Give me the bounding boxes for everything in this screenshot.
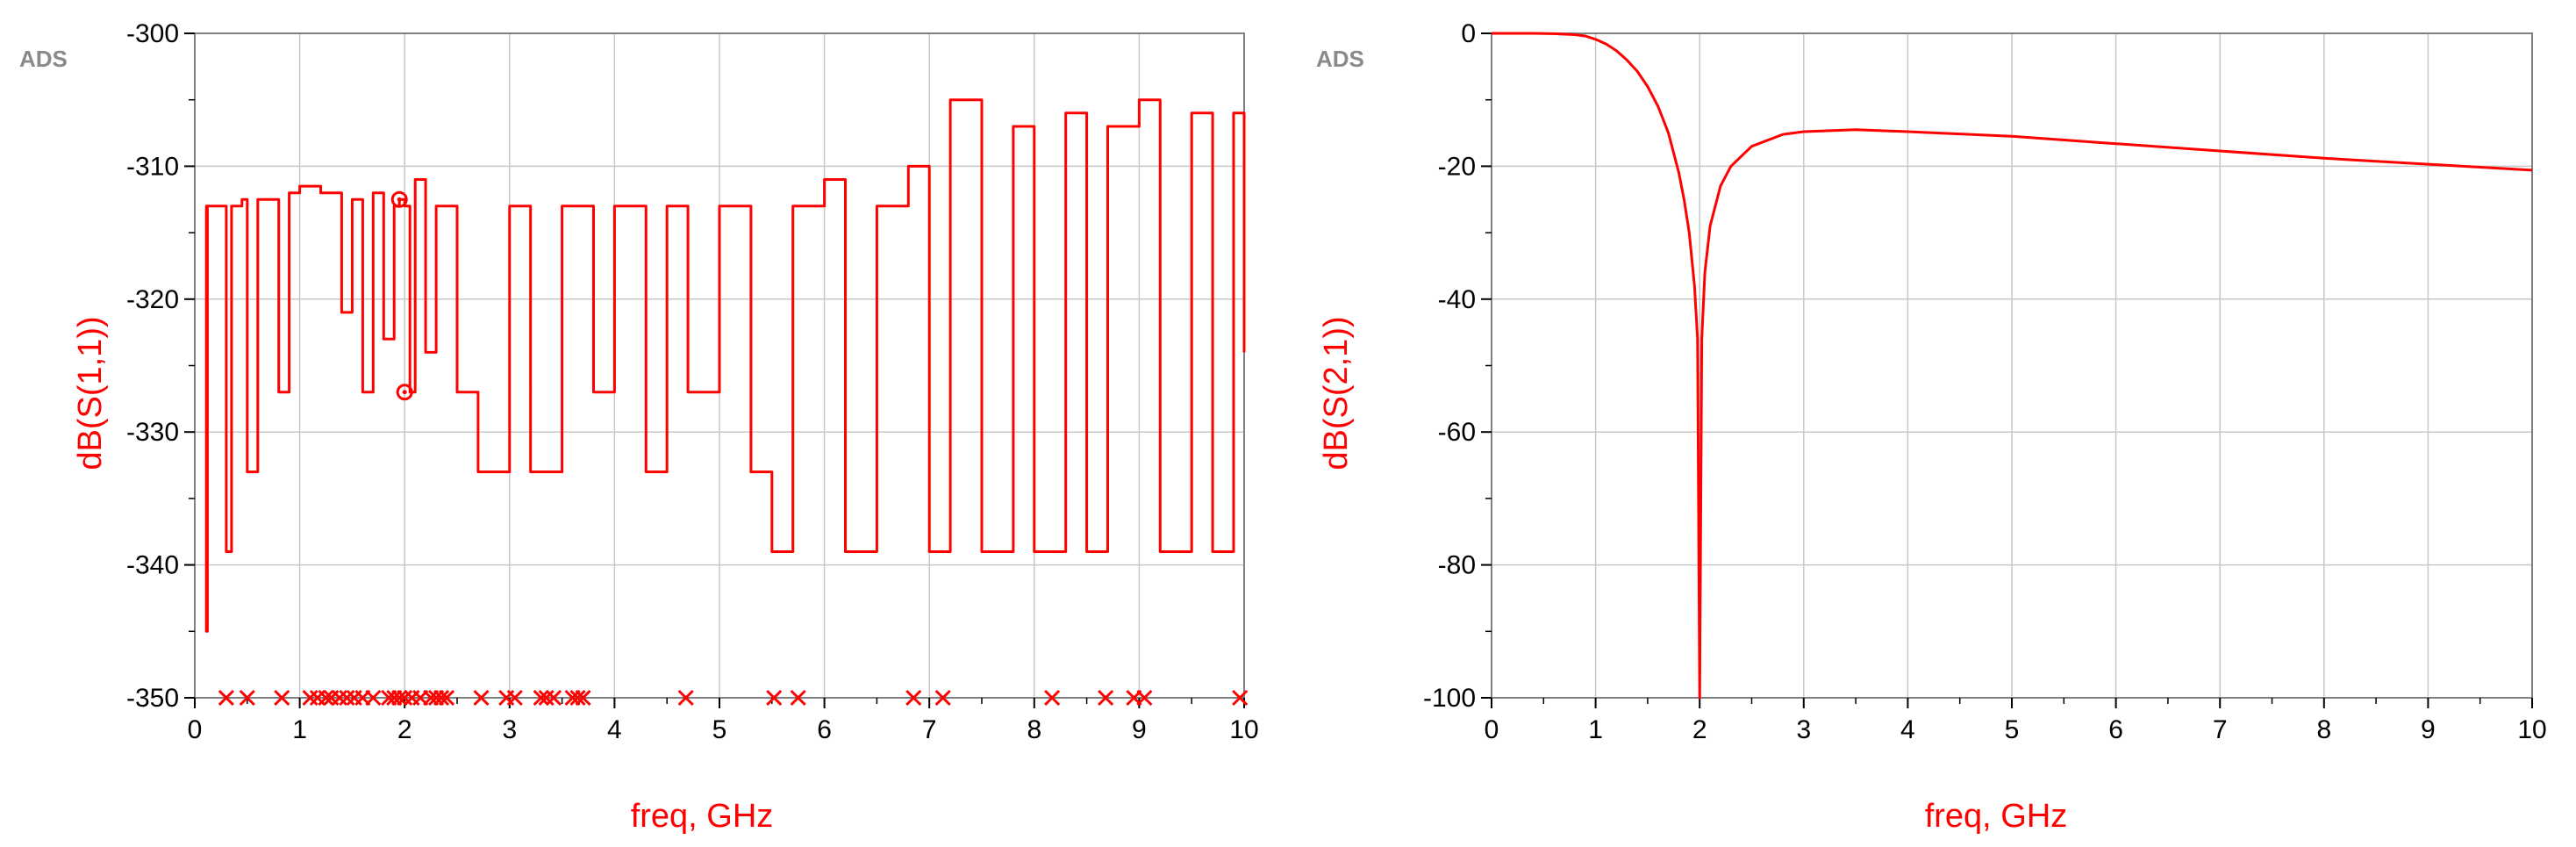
x-tick-label: 0 [1485,715,1499,744]
marker-cross [905,689,922,707]
y-tick-label: 0 [1461,19,1476,48]
series-group-s21 [1492,32,2533,700]
marker-cross [274,689,290,707]
x-tick-label: 5 [2005,715,2020,744]
x-tick-label: 8 [2316,715,2331,744]
marker-cross [433,689,450,707]
x-tick-label: 5 [712,715,727,744]
x-tick-label: 4 [1900,715,1915,744]
marker-cross [677,689,694,707]
marker-cross [538,689,555,707]
x-tick-label: 1 [292,715,307,744]
marker-cross [1136,689,1153,707]
x-tick-label: 8 [1027,715,1041,744]
marker-cross [533,689,549,707]
series-line-s21 [1492,32,2533,700]
y-tick-label: -40 [1438,285,1476,314]
marker-cross [934,689,951,707]
marker-circle-dot [402,390,407,395]
marker-cross [473,689,490,707]
marker-circle-dot [397,197,402,202]
y-tick-label: -340 [126,551,179,580]
y-axis-title-s11: dB(S(1,1)) [72,316,109,470]
x-tick-label: 0 [188,715,203,744]
x-axis-title-s11: freq, GHz [631,798,774,835]
x-tick-label: 2 [1692,715,1707,744]
ticks-s11: 0 1 2 3 4 5 6 7 8 9 10 -350 -340 -330 -320 -310 -300 [126,19,1259,744]
y-tick-label: -80 [1438,551,1476,580]
chart-s21: ADS 0 1 2 3 4 5 6 7 8 9 10 -100 -80 -60 -40 -20 0 freq, … [1316,19,2547,835]
marker-circle [390,190,408,208]
x-axis-title-s21: freq, GHz [1925,798,2068,835]
x-tick-label: 10 [1229,715,1258,744]
ticks-s21: 0 1 2 3 4 5 6 7 8 9 10 -100 -80 -60 -40 -20 0 [1423,19,2547,744]
marker-circle [396,384,413,401]
marker-cross [391,689,408,707]
y-tick-label: -60 [1438,418,1476,447]
series-group-s11 [204,98,1246,633]
series-line-s11 [204,98,1246,633]
marker-cross [1232,689,1249,707]
marker-cross [506,689,523,707]
x-tick-label: 9 [2421,715,2436,744]
marker-cross [318,689,334,707]
marker-cross [339,689,355,707]
y-tick-label: -300 [126,19,179,48]
x-tick-label: 6 [2108,715,2123,744]
marker-cross [218,689,234,707]
x-tick-label: 4 [607,715,622,744]
y-tick-label: -20 [1438,152,1476,181]
x-tick-label: 7 [922,715,937,744]
marker-cross [575,689,591,707]
marker-cross [766,689,783,707]
marker-cross [397,689,413,707]
marker-cross [790,689,806,707]
markers-s11 [218,190,1249,707]
grid-s21 [1491,32,2533,699]
marker-cross [1098,689,1114,707]
x-tick-label: 1 [1588,715,1603,744]
y-tick-label: -320 [126,285,179,314]
ads-logo-right: ADS [1316,46,1364,72]
x-tick-label: 9 [1132,715,1147,744]
x-tick-label: 3 [502,715,517,744]
marker-cross [1044,689,1061,707]
marker-cross [569,689,586,707]
marker-cross [438,689,455,707]
marker-cross [365,689,382,707]
y-tick-label: -350 [126,684,179,713]
y-axis-title-s21: dB(S(2,1)) [1318,316,1355,470]
ads-logo-left: ADS [19,46,68,72]
y-tick-label: -330 [126,418,179,447]
marker-cross [302,689,318,707]
x-tick-label: 7 [2213,715,2228,744]
marker-cross [331,689,348,707]
marker-cross [239,689,255,707]
chart-s11: ADS 0 1 2 3 4 5 6 7 8 9 10 -350 -340 -330 -320 -310 -300… [19,19,1259,835]
x-tick-label: 3 [1796,715,1811,744]
marker-cross [545,689,562,707]
y-tick-label: -310 [126,152,179,181]
y-tick-label: -100 [1423,684,1476,713]
x-tick-label: 10 [2517,715,2546,744]
x-tick-label: 6 [817,715,832,744]
x-tick-label: 2 [397,715,412,744]
